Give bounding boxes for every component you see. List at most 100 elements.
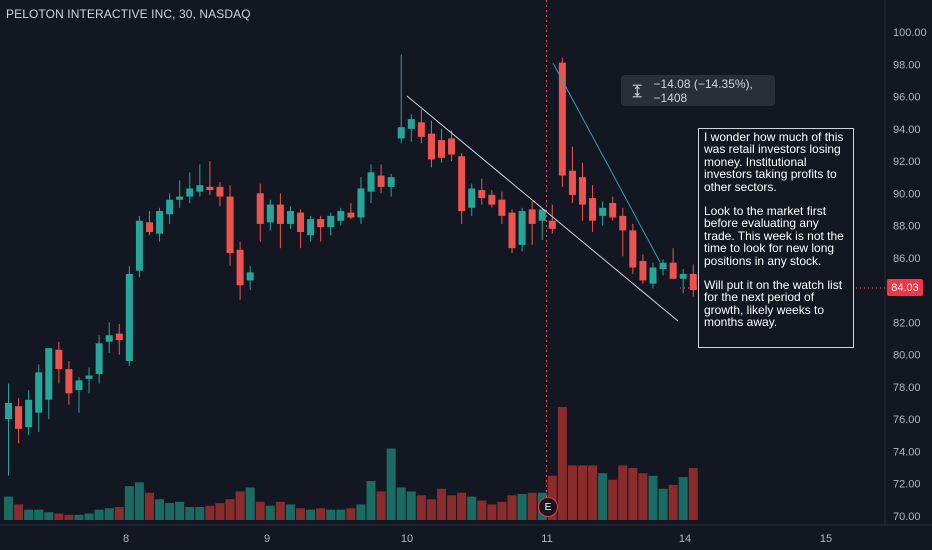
candle-body xyxy=(498,199,506,216)
candle xyxy=(337,207,345,226)
candle-body xyxy=(538,209,546,221)
volume-bar xyxy=(14,504,24,520)
volume-bar xyxy=(386,448,396,520)
last-price-label: 84.03 xyxy=(887,279,923,296)
note-paragraph-1: I wonder how much of this was retail inv… xyxy=(704,130,844,194)
candle xyxy=(176,180,184,208)
volume-bar xyxy=(24,509,34,520)
volume-bars xyxy=(4,406,698,520)
volume-bar xyxy=(64,514,74,520)
candle-body xyxy=(397,127,405,139)
candle-body xyxy=(689,273,697,291)
candle xyxy=(689,264,697,297)
candle-body xyxy=(105,335,113,342)
candle xyxy=(438,128,446,163)
candle-body xyxy=(609,202,617,218)
volume-bar xyxy=(487,504,497,520)
time-axis: 8 9 10 11 14 15 xyxy=(123,533,832,545)
candle-body xyxy=(558,62,566,176)
candle-body xyxy=(568,170,576,195)
candle-body xyxy=(357,188,365,218)
volume-bar xyxy=(155,499,165,520)
volume-bar xyxy=(255,501,265,520)
volume-bar xyxy=(74,514,84,520)
candle-body xyxy=(478,190,486,199)
candle xyxy=(659,259,667,276)
volume-bar xyxy=(94,509,104,520)
candle-body xyxy=(176,196,184,200)
candle xyxy=(488,190,496,208)
candle xyxy=(498,191,506,224)
y-tick-label: 74.00 xyxy=(893,446,921,458)
volume-bar xyxy=(618,465,628,520)
candle xyxy=(599,201,607,226)
volume-bar xyxy=(205,505,215,520)
volume-bar xyxy=(114,507,124,520)
earnings-marker[interactable]: E xyxy=(538,497,558,517)
volume-bar xyxy=(195,507,205,520)
candle-body xyxy=(297,212,305,233)
candles xyxy=(5,54,697,476)
x-tick-label: 11 xyxy=(541,533,552,545)
volume-bar xyxy=(346,508,356,520)
candle xyxy=(216,182,224,207)
trendline-falling-wedge xyxy=(406,95,679,322)
volume-bar xyxy=(275,501,285,520)
volume-bar xyxy=(406,491,416,520)
y-tick-label: 96.00 xyxy=(893,92,921,104)
candle-body xyxy=(125,273,133,362)
candle-body xyxy=(548,220,556,229)
volume-bar xyxy=(396,487,406,520)
candle-body xyxy=(327,215,335,228)
candle-body xyxy=(387,177,395,187)
candle xyxy=(135,215,143,278)
candle xyxy=(387,173,395,197)
volume-bar xyxy=(467,496,477,520)
candle xyxy=(65,361,73,405)
volume-bar xyxy=(608,479,618,520)
volume-bar xyxy=(285,504,295,520)
volume-bar xyxy=(628,468,638,520)
candle xyxy=(115,323,123,355)
candle xyxy=(95,335,103,384)
candle xyxy=(246,265,254,291)
y-tick-label: 72.00 xyxy=(893,479,921,491)
x-tick-label: 9 xyxy=(264,533,270,545)
candle xyxy=(468,183,476,216)
volume-bar xyxy=(134,482,144,520)
volume-bar xyxy=(477,500,487,520)
candle-body xyxy=(307,219,315,236)
candle-body xyxy=(256,193,264,224)
volume-bar xyxy=(507,495,517,520)
candle xyxy=(578,162,586,221)
volume-bar xyxy=(557,406,567,520)
text-note-annotation[interactable]: I wonder how much of this was retail inv… xyxy=(698,128,854,348)
candle xyxy=(367,164,375,203)
candle xyxy=(286,206,294,229)
measurement-label[interactable]: −14.08 (−14.35%), −1408 xyxy=(621,75,775,106)
y-tick-label: 92.00 xyxy=(893,156,921,168)
candle-body xyxy=(115,333,123,341)
candle-body xyxy=(528,209,536,224)
candle-body xyxy=(589,198,597,221)
volume-bar xyxy=(457,492,467,520)
candle-body xyxy=(216,186,224,197)
candle-body xyxy=(599,207,607,216)
candle xyxy=(669,248,677,279)
candle-body xyxy=(508,212,516,249)
volume-bar xyxy=(54,513,64,520)
candle-body xyxy=(266,204,274,223)
volume-bar xyxy=(104,508,114,520)
y-tick-label: 70.00 xyxy=(893,511,921,523)
x-tick-label: 8 xyxy=(123,533,129,545)
candle-body xyxy=(65,369,73,394)
candle-body xyxy=(156,211,164,234)
candle xyxy=(548,204,556,234)
volume-bar xyxy=(356,504,366,520)
candle-body xyxy=(347,212,355,218)
volume-bar xyxy=(497,501,507,520)
candle-body xyxy=(35,372,43,413)
note-paragraph-2: Look to the market first before evaluati… xyxy=(704,204,844,268)
volume-bar xyxy=(215,503,225,520)
